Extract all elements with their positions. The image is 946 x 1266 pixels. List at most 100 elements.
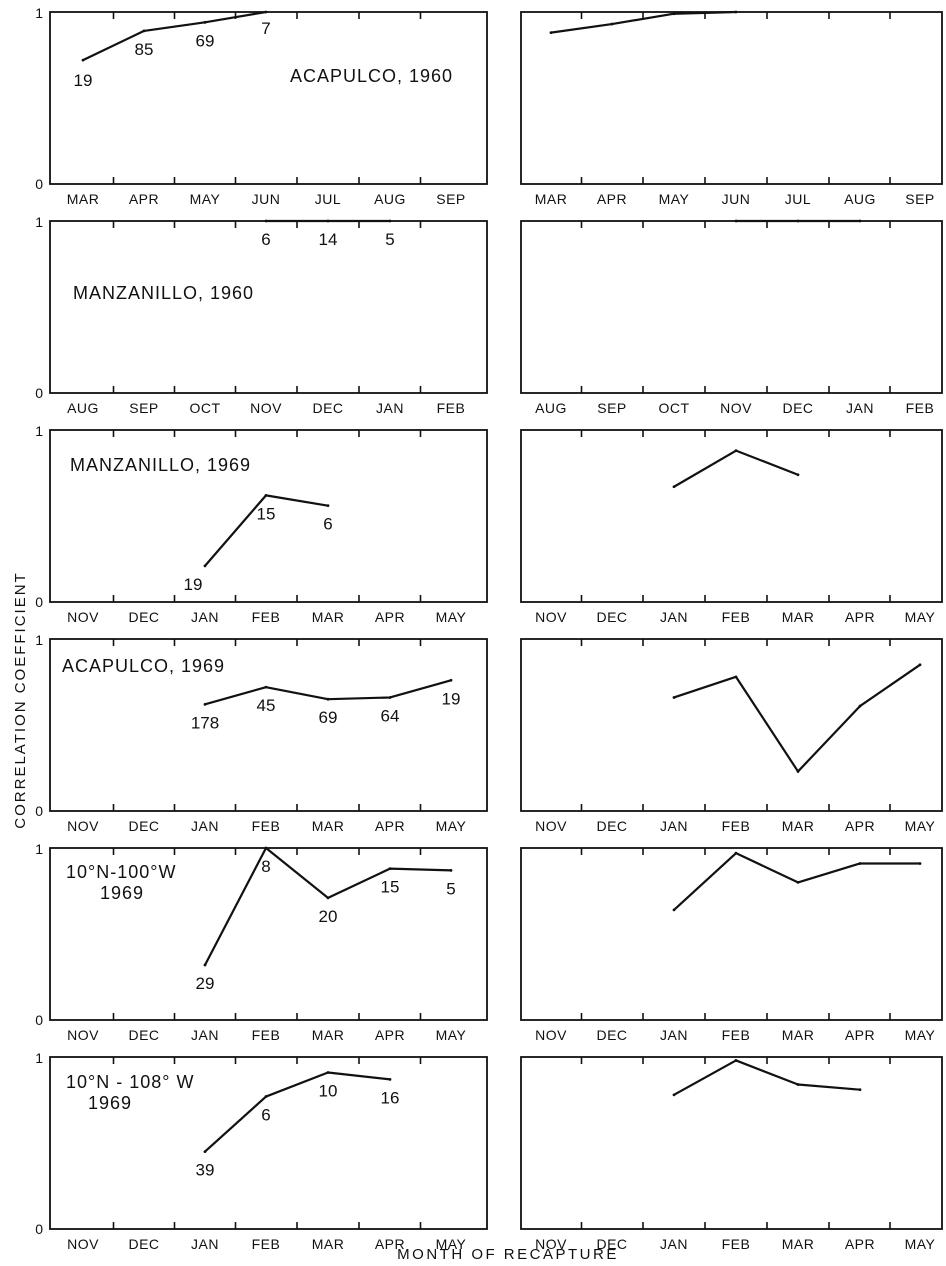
right-panel-frame <box>520 220 943 394</box>
data-label: 69 <box>319 708 338 727</box>
y-tick-label-1: 1 <box>35 1050 43 1066</box>
right-x-tick-label: FEB <box>722 1027 751 1043</box>
right-series-point <box>672 696 676 699</box>
data-label: 39 <box>196 1161 215 1180</box>
right-panel-frame <box>520 847 943 1021</box>
right-x-tick-label: JAN <box>660 609 688 625</box>
data-label: 15 <box>381 878 400 897</box>
left-x-tick-label: FEB <box>252 1027 281 1043</box>
right-series-point <box>858 1088 862 1092</box>
left-series-point <box>449 868 453 872</box>
data-label: 8 <box>261 857 270 876</box>
left-series-point <box>264 1095 268 1098</box>
left-series-point <box>388 696 392 699</box>
left-panel-frame <box>49 1056 488 1230</box>
left-x-tick-label: MAY <box>436 1236 467 1252</box>
right-series-point <box>734 10 738 14</box>
right-x-tick-label: MAR <box>782 818 815 834</box>
left-x-tick-label: APR <box>375 1027 405 1043</box>
left-series-point <box>449 678 453 682</box>
right-series-point <box>858 219 862 223</box>
right-x-tick-label: AUG <box>844 191 876 207</box>
left-series-point <box>203 702 207 706</box>
data-label: 16 <box>381 1088 400 1107</box>
left-x-tick-label: MAY <box>436 609 467 625</box>
panel-title: MANZANILLO, 1960 <box>73 283 254 303</box>
left-x-tick-label: MAR <box>312 1236 345 1252</box>
right-x-tick-label: DEC <box>596 1236 627 1252</box>
left-x-tick-label: OCT <box>189 400 220 416</box>
left-x-tick-label: NOV <box>67 818 99 834</box>
right-x-tick-label: FEB <box>722 818 751 834</box>
right-x-tick-label: MAY <box>905 609 936 625</box>
right-x-tick-label: NOV <box>535 609 567 625</box>
right-x-tick-label: JAN <box>846 400 874 416</box>
left-x-tick-label: APR <box>129 191 159 207</box>
left-x-tick-label: MAR <box>312 818 345 834</box>
left-series-point <box>326 504 330 508</box>
right-x-tick-label: NOV <box>535 818 567 834</box>
y-tick-label-1: 1 <box>35 214 43 230</box>
right-x-tick-label: JUL <box>785 191 811 207</box>
left-series-point <box>264 846 268 850</box>
right-series-point <box>549 31 553 35</box>
right-x-tick-label: DEC <box>596 609 627 625</box>
right-panel-frame <box>520 429 943 603</box>
left-x-tick-label: JAN <box>191 609 219 625</box>
right-x-tick-label: FEB <box>722 1236 751 1252</box>
right-x-tick-label: MAR <box>782 1027 815 1043</box>
panel-row-2: 1 0 AUG SEP OCT NOV DEC JAN FEB AUG SEP OCT NOV DEC JA… <box>35 214 943 416</box>
data-label: 10 <box>319 1081 338 1100</box>
right-x-tick-label: JAN <box>660 1027 688 1043</box>
data-label: 5 <box>446 879 455 898</box>
left-x-tick-label: NOV <box>67 1236 99 1252</box>
left-x-tick-label: DEC <box>128 1236 159 1252</box>
right-x-tick-label: FEB <box>906 400 935 416</box>
left-x-tick-label: MAR <box>312 1027 345 1043</box>
left-series-line <box>82 10 267 62</box>
panel-row-5: 1 0 NOV DEC JAN FEB MAR APR MAY NOV DEC JAN FEB MAR AP… <box>35 841 943 1043</box>
right-x-tick-label: DEC <box>782 400 813 416</box>
right-series-point <box>858 862 862 865</box>
panel-row-3: 1 0 NOV DEC JAN FEB MAR APR MAY NOV DEC JAN FEB MAR AP… <box>35 423 943 625</box>
y-tick-label-0: 0 <box>35 176 43 192</box>
left-series-point <box>264 493 268 497</box>
right-x-tick-label: APR <box>845 1236 875 1252</box>
left-series-point <box>388 219 392 223</box>
data-label: 64 <box>381 706 400 725</box>
right-series-point <box>672 485 676 489</box>
panel-title: 10°N-100°W 1969 <box>66 862 176 903</box>
y-axis-title: CORRELATION COEFFICIENT <box>12 571 29 828</box>
data-label: 6 <box>323 515 332 534</box>
right-x-tick-label: SEP <box>905 191 935 207</box>
right-x-tick-label: NOV <box>535 1027 567 1043</box>
right-x-tick-label: APR <box>597 191 627 207</box>
right-x-tick-label: OCT <box>658 400 689 416</box>
left-x-tick-label: FEB <box>252 609 281 625</box>
y-tick-label-1: 1 <box>35 632 43 648</box>
y-tick-label-1: 1 <box>35 841 43 857</box>
data-label: 15 <box>257 504 276 523</box>
left-series-point <box>81 58 85 62</box>
left-x-tick-label: JAN <box>191 1027 219 1043</box>
panel-title: ACAPULCO, 1960 <box>290 66 453 86</box>
right-x-tick-label: MAR <box>782 1236 815 1252</box>
left-series-point <box>326 896 330 900</box>
right-x-tick-label: MAR <box>782 609 815 625</box>
right-panel-frame <box>520 11 943 185</box>
right-x-tick-label: MAR <box>535 191 568 207</box>
right-x-tick-label: FEB <box>722 609 751 625</box>
left-x-tick-label: DEC <box>312 400 343 416</box>
right-series-point <box>672 12 676 16</box>
right-x-tick-label: AUG <box>535 400 567 416</box>
right-x-tick-label: JUN <box>722 191 751 207</box>
left-x-tick-label: NOV <box>67 1027 99 1043</box>
right-series-line <box>673 1059 861 1096</box>
left-series-point <box>203 564 207 568</box>
panel-row-4: 1 0 NOV DEC JAN FEB MAR APR MAY NOV DEC JAN FEB MAR AP… <box>35 632 943 834</box>
x-axis-title: MONTH OF RECAPTURE <box>397 1246 619 1263</box>
data-label: 19 <box>442 689 461 708</box>
right-x-tick-label: JAN <box>660 1236 688 1252</box>
left-panel-frame <box>49 429 488 603</box>
